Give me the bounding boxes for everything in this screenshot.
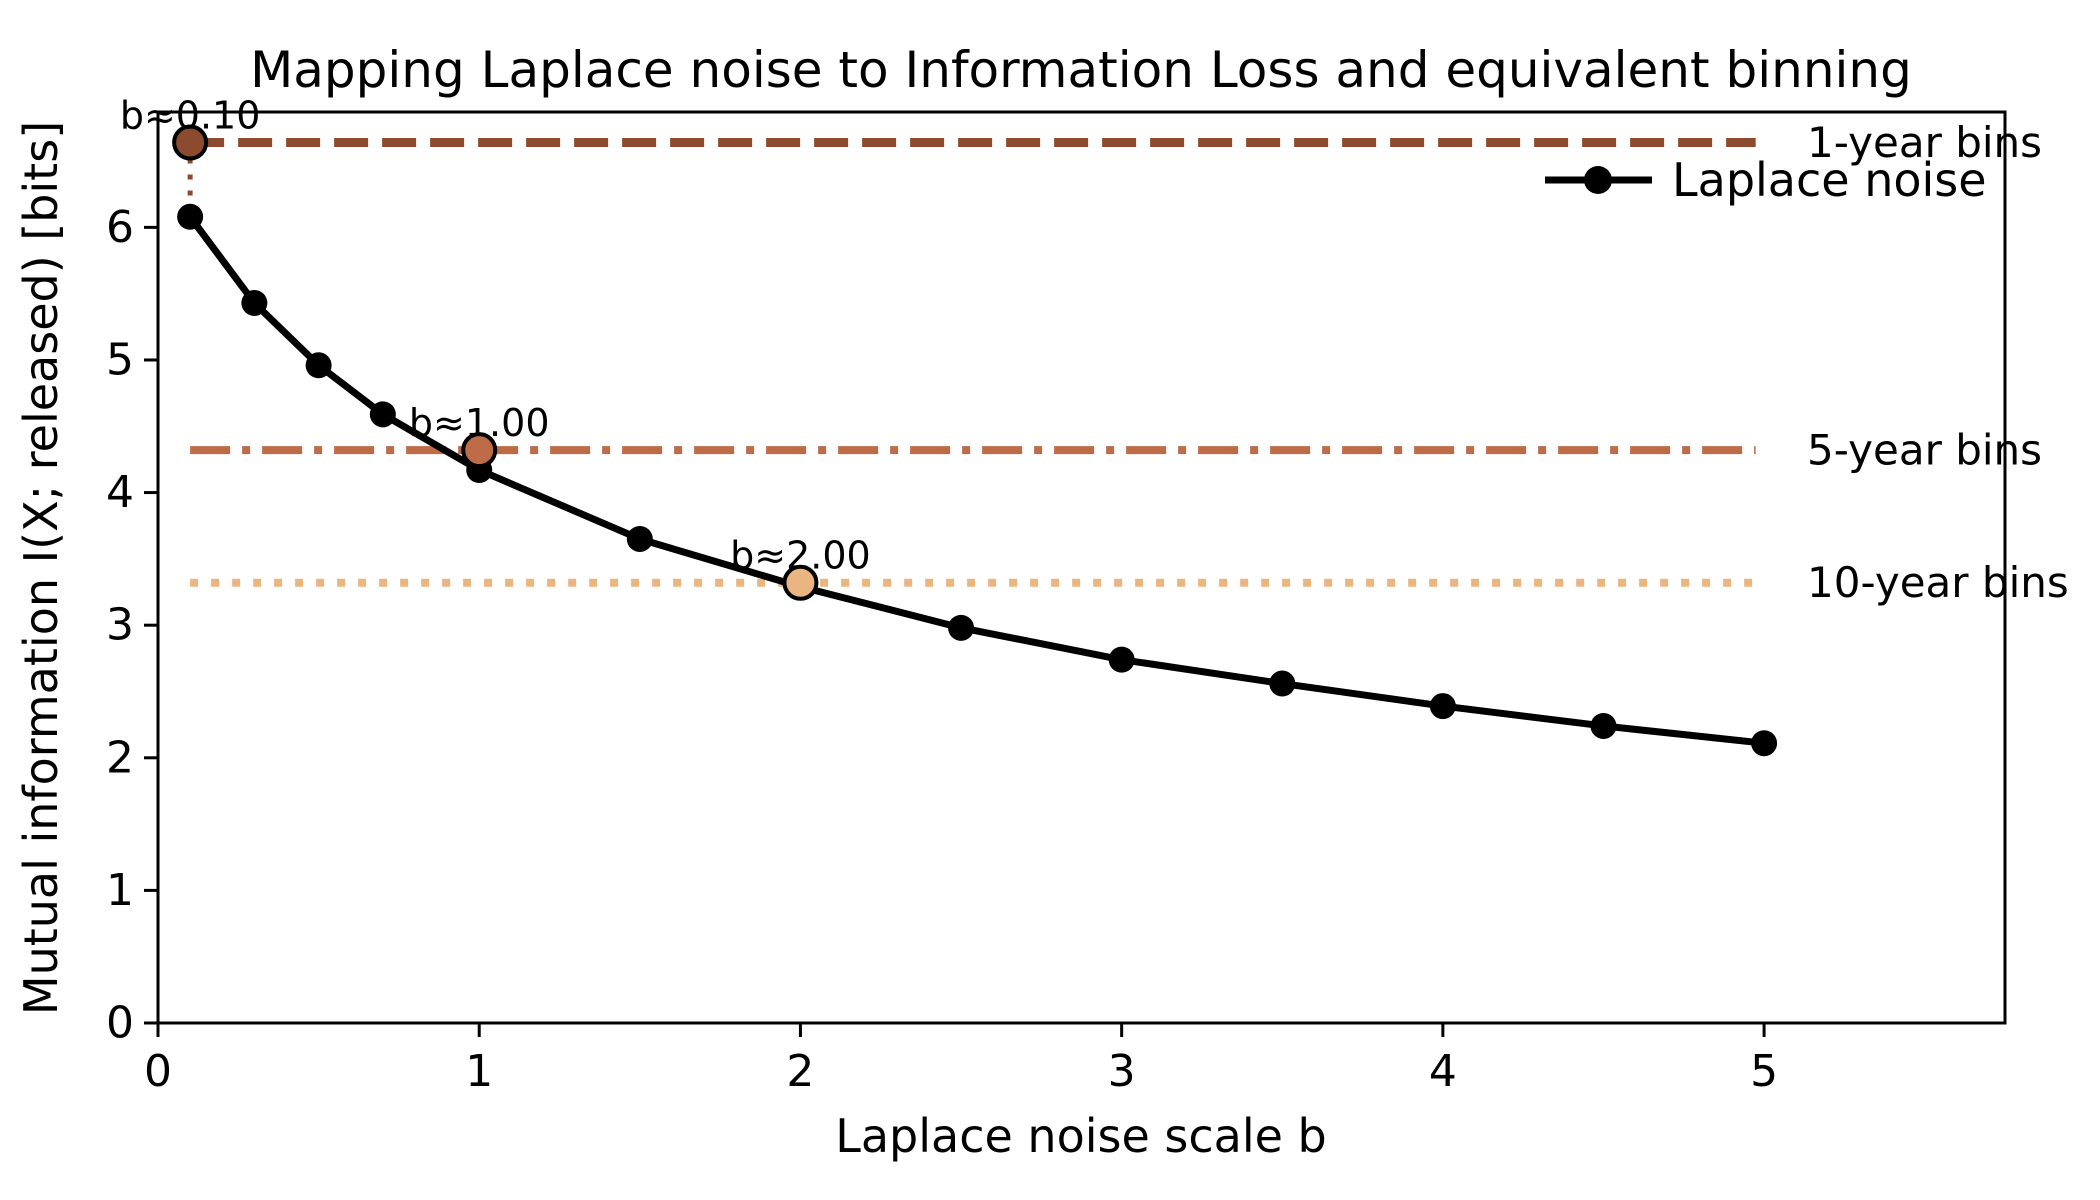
legend: Laplace noise [1545, 153, 1987, 207]
x-tick-label: 1 [465, 1046, 493, 1097]
x-axis-label: Laplace noise scale b [835, 1109, 1327, 1163]
y-tick-label: 4 [106, 467, 134, 518]
annotation-marker [172, 124, 209, 161]
annotation-label: b≈0.10 [120, 93, 261, 137]
curve-point-marker [369, 401, 396, 428]
chart-title: Mapping Laplace noise to Information Los… [250, 41, 1912, 99]
curve-point-marker [1429, 693, 1456, 720]
annotations-layer: b≈0.10 b≈1.00 b≈2.00 [120, 93, 871, 601]
annotation-marker [782, 564, 819, 601]
annotation-connectors-layer [187, 142, 803, 587]
curve-point-marker [1108, 646, 1135, 673]
curve-point-marker [1269, 670, 1296, 697]
plot-spines [156, 110, 2007, 1025]
x-tick-label: 5 [1750, 1046, 1778, 1097]
y-tick-label: 2 [106, 732, 134, 783]
binning-hlines-layer [190, 137, 1756, 587]
laplace-noise-curve-layer [177, 203, 1778, 757]
y-tick-label: 1 [106, 865, 134, 916]
y-axis-label: Mutual information I(X; released) [bits] [14, 121, 68, 1015]
legend-marker-icon [1584, 166, 1612, 194]
annotation-label: b≈2.00 [730, 534, 871, 578]
axes-layer: 0 1 2 3 4 5 0 1 2 3 4 5 6 [106, 110, 2007, 1097]
y-tick-label: 5 [106, 334, 134, 385]
laplace-noise-line [186, 213, 1768, 747]
curve-point-marker [177, 203, 204, 230]
y-tick-label: 6 [106, 202, 134, 253]
curve-point-marker [948, 614, 975, 641]
x-tick-label: 4 [1429, 1046, 1457, 1097]
curve-point-marker [1751, 730, 1778, 757]
hline-labels-layer: 1-year bins 5-year bins 10-year bins [1807, 118, 2069, 607]
hline-label-5-year-bins: 5-year bins [1807, 426, 2042, 475]
hline-label-10-year-bins: 10-year bins [1807, 558, 2069, 607]
hline-label-1-year-bins: 1-year bins [1807, 118, 2042, 167]
x-tick-label: 0 [144, 1046, 172, 1097]
annotation-marker [461, 432, 498, 469]
y-tick-label: 3 [106, 600, 134, 651]
curve-point-marker [626, 525, 653, 552]
annotation-label: b≈1.00 [409, 401, 550, 445]
x-tick-label: 3 [1108, 1046, 1136, 1097]
x-tick-label: 2 [786, 1046, 814, 1097]
curve-point-marker [1590, 712, 1617, 739]
curve-point-marker [241, 289, 268, 316]
legend-label-laplace-noise: Laplace noise [1672, 153, 1987, 207]
curve-point-marker [305, 352, 332, 379]
y-tick-label: 0 [106, 998, 134, 1049]
